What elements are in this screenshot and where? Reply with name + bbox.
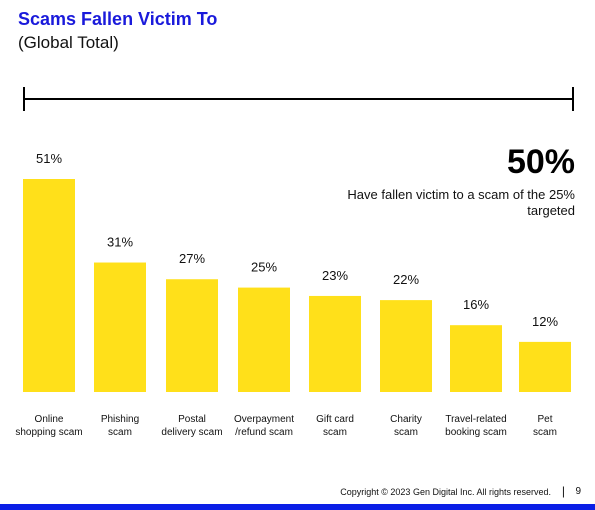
category-label-3: Postal delivery scam bbox=[161, 414, 222, 438]
bar-8 bbox=[519, 341, 571, 392]
bar-4 bbox=[238, 287, 290, 392]
category-label-4: Overpayment/refund scam bbox=[234, 414, 294, 438]
range-bracket bbox=[23, 87, 574, 111]
bar-2 bbox=[94, 262, 146, 392]
value-label-8: 12% bbox=[532, 314, 558, 329]
category-label-2: Phishing scam bbox=[101, 414, 139, 438]
bar-3 bbox=[166, 279, 218, 392]
bar-1 bbox=[23, 179, 75, 392]
value-label-5: 23% bbox=[322, 268, 348, 283]
bottom-accent-bar bbox=[0, 504, 595, 510]
footer-separator: | bbox=[561, 484, 565, 498]
category-label-1: Online shopping scam bbox=[15, 414, 82, 438]
bar-5 bbox=[309, 295, 361, 392]
bar-6 bbox=[380, 300, 432, 392]
bar-7 bbox=[450, 325, 502, 392]
chart-subtitle: (Global Total) bbox=[18, 33, 119, 52]
callout-value: 50% bbox=[506, 143, 575, 181]
value-label-3: 27% bbox=[179, 251, 205, 266]
category-label-8: Pet scam bbox=[533, 414, 557, 438]
category-label-7: Travel-related booking scam bbox=[445, 414, 507, 438]
value-label-7: 16% bbox=[463, 297, 489, 312]
chart-title: Scams Fallen Victim To bbox=[18, 9, 218, 29]
page-number: 9 bbox=[575, 486, 581, 497]
category-label-5: Gift card scam bbox=[316, 414, 354, 438]
footer-copyright: Copyright © 2023 Gen Digital Inc. All ri… bbox=[340, 487, 551, 497]
value-label-2: 31% bbox=[107, 235, 133, 250]
value-label-1: 51% bbox=[36, 151, 62, 166]
category-label-6: Charity scam bbox=[390, 414, 422, 438]
bar-chart: 51% 31% 27% 25% 23% 22% 16% 12% Online shopping … bbox=[15, 87, 574, 438]
callout-text: Have fallen victim to a scam of the 25% … bbox=[347, 187, 575, 218]
value-label-4: 25% bbox=[251, 260, 277, 275]
value-label-6: 22% bbox=[393, 272, 419, 287]
